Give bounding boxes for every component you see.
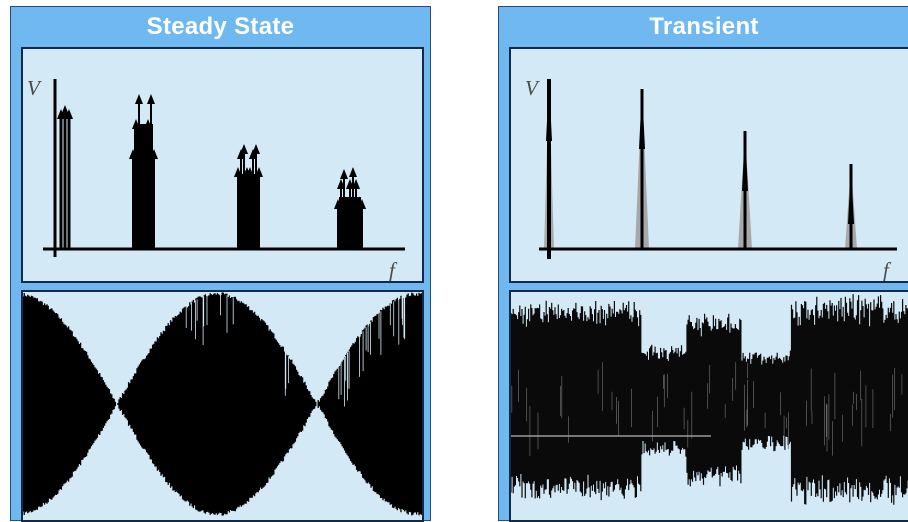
steady-state-spectrum-plot: V f bbox=[27, 76, 405, 281]
spectral-arrow-head bbox=[61, 105, 69, 115]
burst-waveform bbox=[511, 294, 908, 505]
spectral-peaks bbox=[544, 81, 857, 249]
waveform-grey-texture bbox=[511, 362, 903, 456]
spectral-arrow-head bbox=[240, 144, 248, 154]
y-axis-label: V bbox=[525, 76, 540, 100]
spectral-arrow-head bbox=[147, 94, 155, 104]
spectral-arrow-head bbox=[65, 109, 73, 119]
x-axis-label: f bbox=[883, 258, 892, 281]
spectral-line-cluster bbox=[239, 174, 258, 249]
spectral-line-cluster bbox=[339, 197, 361, 249]
spectral-arrow-head bbox=[352, 179, 360, 189]
burst-envelope bbox=[511, 294, 908, 505]
transient-panel: Transient V f bbox=[498, 6, 908, 522]
spectral-line-arrows bbox=[57, 94, 366, 249]
waveform-highlights bbox=[185, 294, 406, 407]
steady-state-waveform bbox=[21, 290, 424, 522]
transient-spectrum: V f bbox=[509, 47, 908, 283]
beat-waveform bbox=[23, 292, 422, 516]
steady-state-panel: Steady State V f bbox=[10, 6, 431, 522]
spectral-arrow-head bbox=[252, 144, 260, 154]
spectral-arrow-head bbox=[135, 94, 143, 104]
transient-waveform-plot bbox=[511, 294, 908, 505]
steady-state-waveform-plot bbox=[23, 292, 422, 516]
y-axis-label: V bbox=[27, 76, 42, 100]
spectral-arrow-head bbox=[340, 169, 348, 179]
spectral-peak-core bbox=[742, 131, 748, 191]
x-axis-label: f bbox=[389, 258, 398, 281]
steady-state-spectrum: V f bbox=[21, 47, 424, 283]
transient-title: Transient bbox=[649, 13, 759, 40]
spectral-arrow-head bbox=[57, 109, 65, 119]
spectral-peak-core bbox=[639, 89, 645, 149]
spectral-line-cluster bbox=[134, 124, 153, 249]
transient-spectrum-plot: V f bbox=[525, 76, 897, 281]
transient-waveform bbox=[509, 290, 908, 522]
spectral-peak-core bbox=[848, 164, 854, 224]
spectral-arrow-head bbox=[349, 167, 357, 177]
beat-envelope bbox=[23, 292, 422, 516]
steady-state-title: Steady State bbox=[146, 13, 295, 40]
